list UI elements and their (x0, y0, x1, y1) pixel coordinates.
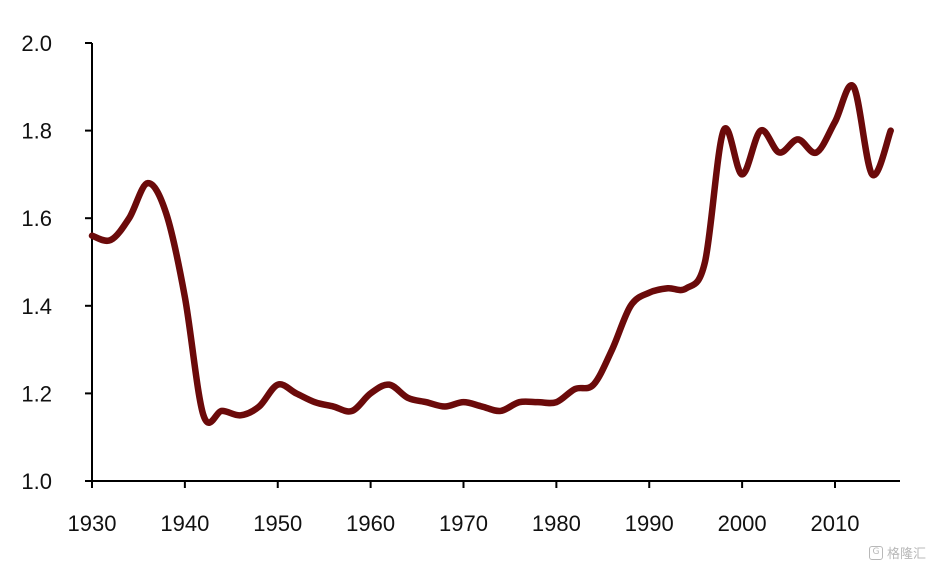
x-tick-label: 1990 (625, 511, 674, 536)
x-tick-label: 1940 (160, 511, 209, 536)
x-tick-label: 2000 (718, 511, 767, 536)
y-tick-label: 1.6 (21, 206, 52, 231)
x-tick-label: 1960 (346, 511, 395, 536)
y-tick-label: 1.8 (21, 119, 52, 144)
x-tick-label: 2010 (811, 511, 860, 536)
x-tick-label: 1980 (532, 511, 581, 536)
x-tick-label: 1970 (439, 511, 488, 536)
x-tick-label: 1930 (68, 511, 117, 536)
series-line-0 (88, 82, 894, 426)
y-tick-label: 1.4 (21, 294, 52, 319)
watermark-text: 格隆汇 (886, 547, 926, 562)
x-tick-label: 1950 (253, 511, 302, 536)
y-tick-label: 1.2 (21, 381, 52, 406)
watermark: G 格隆汇 (868, 543, 926, 562)
tick-labels: 1.0 1.2 1.4 1.6 1.8 2.0 1930 1940 1950 1960 1970 19… (21, 31, 859, 536)
series-layer (88, 82, 894, 426)
axes (85, 42, 900, 488)
watermark-logo-icon: G (868, 545, 883, 560)
y-tick-label: 2.0 (21, 31, 52, 56)
y-tick-label: 1.0 (21, 469, 52, 494)
